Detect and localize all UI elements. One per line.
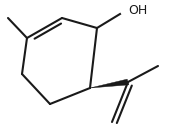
Text: OH: OH bbox=[128, 4, 147, 16]
Polygon shape bbox=[90, 79, 129, 88]
